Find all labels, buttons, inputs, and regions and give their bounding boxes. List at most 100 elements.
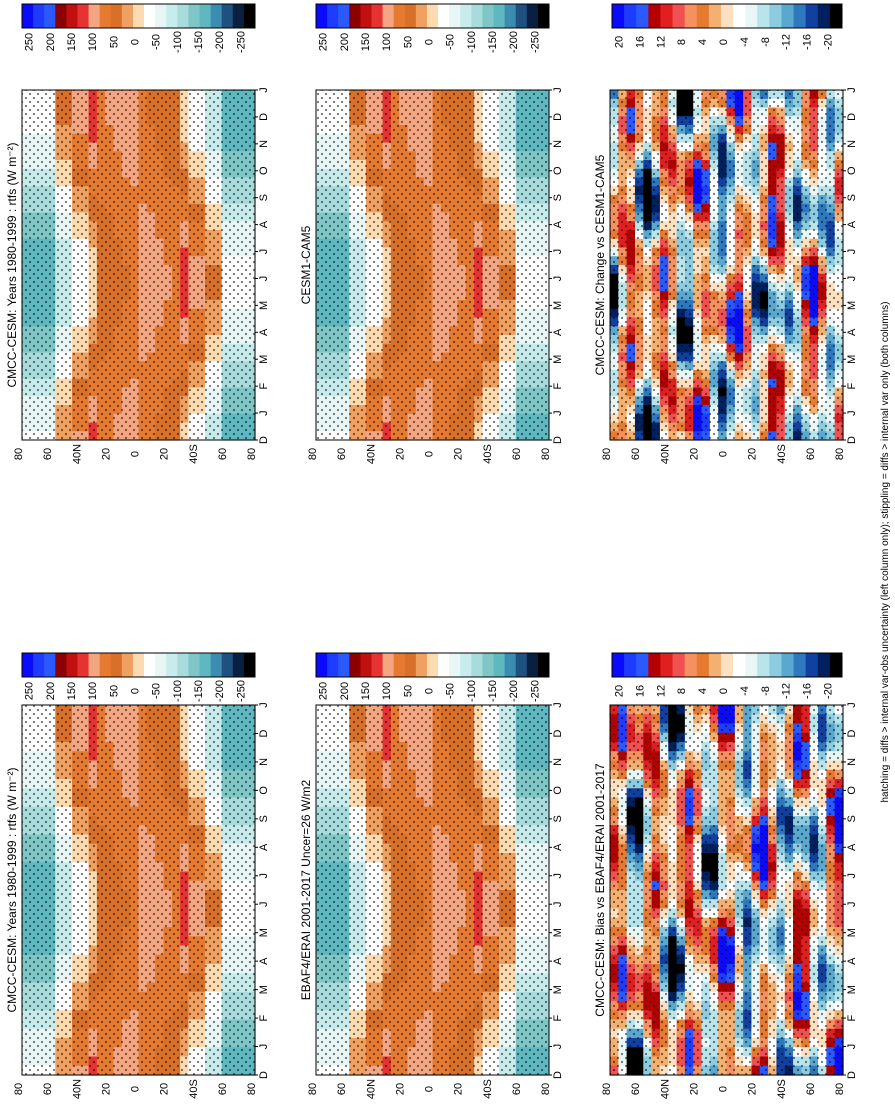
y-tick-label: 40N (365, 1079, 377, 1099)
colorbar-label: 250 (318, 33, 330, 51)
y-tick-label: 80 (13, 1083, 25, 1095)
colorbar-swatch (166, 4, 178, 28)
panel-title: CMCC-CESM: Years 1980-1999 : rtfs (W m⁻²… (5, 142, 19, 387)
colorbar-label: 250 (24, 682, 36, 700)
x-tick-label: M (552, 355, 564, 364)
colorbar-swatch (471, 653, 483, 677)
x-tick-label: M (258, 301, 270, 310)
colorbar-label: -150 (487, 31, 499, 53)
colorbar-label: -150 (193, 31, 205, 53)
colorbar-label: -100 (172, 31, 184, 53)
colorbar-label: 250 (24, 33, 36, 51)
colorbar-swatch (44, 4, 56, 28)
colorbar-label: 150 (66, 682, 78, 700)
colorbar-swatch (88, 4, 101, 28)
colorbar: 250 200 150 100 50 0 -50 -100 -150 -200 -250 (21, 3, 256, 53)
colorbar-label: -150 (487, 680, 499, 702)
x-tick-label: D (552, 436, 564, 444)
colorbar-label: -50 (445, 683, 457, 699)
colorbar-label: 50 (402, 685, 414, 697)
colorbar-swatch (438, 4, 450, 28)
x-tick-label: S (552, 815, 564, 822)
x-tick-label: J (552, 410, 564, 416)
colorbar-swatch (232, 4, 245, 28)
colorbar-swatch (199, 653, 212, 677)
colorbar-swatch (144, 653, 156, 677)
x-tick-label: N (258, 758, 270, 766)
y-tick-label: 80 (246, 1083, 258, 1095)
y-tick-label: 60 (511, 1083, 523, 1095)
y-tick-label: 60 (42, 1083, 54, 1095)
colorbar-swatch (316, 4, 328, 28)
x-tick-label: N (552, 140, 564, 148)
colorbar-frame (315, 3, 550, 29)
x-tick-label: D (552, 1071, 564, 1079)
colorbar-swatch (44, 653, 56, 677)
colorbar-swatch (327, 4, 339, 28)
colorbar-swatch (55, 4, 67, 28)
stippling (316, 705, 549, 1075)
colorbar-label: 100 (381, 33, 393, 51)
x-tick-label: A (258, 328, 270, 336)
x-tick-label: J (258, 249, 270, 255)
colorbar-label: 50 (402, 36, 414, 48)
colorbar-swatch (371, 653, 383, 677)
colorbar-label: 150 (360, 682, 372, 700)
y-tick-label: 80 (307, 1083, 319, 1095)
x-tick-label: S (552, 194, 564, 201)
colorbar-swatch (121, 653, 134, 677)
colorbar-swatch (177, 653, 189, 677)
colorbar-swatch (493, 653, 506, 677)
y-tick-label: 80 (307, 448, 319, 460)
colorbar-label: 200 (339, 33, 351, 51)
colorbar-swatch (199, 4, 212, 28)
colorbar-swatch (132, 4, 145, 28)
colorbar-swatch (371, 4, 383, 28)
y-tick-label: 40N (71, 444, 83, 464)
colorbar-swatch (460, 4, 472, 28)
y-tick-label: 60 (42, 448, 54, 460)
y-tick-label: 40S (188, 1079, 200, 1099)
x-tick-label: O (552, 786, 564, 795)
x-tick-label: J (258, 901, 270, 907)
x-tick-label: D (552, 113, 564, 121)
colorbar-swatch (526, 4, 539, 28)
y-tick-label: 20 (453, 448, 465, 460)
y-tick-label: 20 (100, 448, 112, 460)
y-tick-label: 0 (130, 451, 142, 457)
colorbar-swatch (144, 4, 156, 28)
colorbar-swatch (132, 653, 145, 677)
y-tick-label: 20 (100, 1083, 112, 1095)
x-tick-label: M (552, 985, 564, 994)
colorbar-label: -200 (214, 31, 226, 53)
colorbar-swatch (515, 4, 528, 28)
stippling (22, 705, 255, 1075)
colorbar-swatch (482, 4, 494, 28)
colorbar-swatch (393, 653, 406, 677)
x-tick-label: F (258, 1014, 270, 1021)
y-tick-label: 40N (365, 444, 377, 464)
x-tick-label: O (552, 166, 564, 175)
colorbar-swatch (404, 4, 417, 28)
y-tick-label: 20 (394, 448, 406, 460)
colorbar-label: 50 (108, 36, 120, 48)
y-tick-label: 60 (217, 448, 229, 460)
x-tick-label: M (258, 985, 270, 994)
colorbar-swatch (360, 653, 372, 677)
colorbar-swatch (22, 4, 34, 28)
colorbar-swatch (221, 653, 234, 677)
y-tick-label: 40S (482, 1079, 494, 1099)
colorbar-swatch (349, 653, 361, 677)
plot-frame (315, 704, 550, 1076)
x-tick-label: S (258, 194, 270, 201)
colorbar-label: 200 (339, 682, 351, 700)
colorbar-swatch (110, 653, 123, 677)
colorbar-label: -200 (508, 680, 520, 702)
colorbar-label: 150 (360, 33, 372, 51)
y-tick-label: 0 (424, 1086, 436, 1092)
x-tick-label: A (258, 220, 270, 228)
y-tick-label: 0 (424, 451, 436, 457)
colorbar-swatch (449, 4, 461, 28)
